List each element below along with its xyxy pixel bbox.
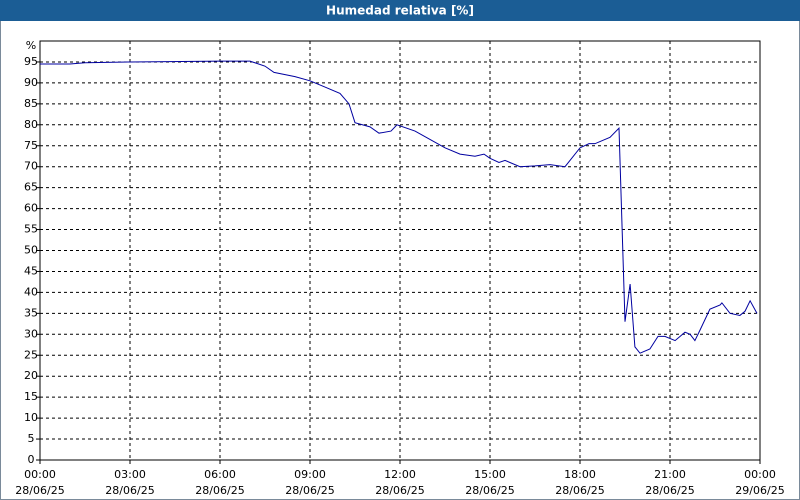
- y-tick-label: 85: [24, 97, 38, 110]
- y-tick-label: 10: [24, 411, 38, 424]
- plot-border: [39, 40, 761, 461]
- x-tick-label: 03:00: [114, 468, 146, 481]
- y-tick-label: 55: [24, 223, 38, 236]
- x-tick-date: 28/06/25: [645, 484, 694, 497]
- y-tick-label: 45: [24, 264, 38, 277]
- y-tick-label: 50: [24, 244, 38, 257]
- chart-title: Humedad relativa [%]: [326, 4, 474, 18]
- x-tick-date: 28/06/25: [285, 484, 334, 497]
- y-tick-label: 35: [24, 306, 38, 319]
- y-tick-label: 90: [24, 76, 38, 89]
- x-tick-label: 18:00: [564, 468, 596, 481]
- y-tick-label: 25: [24, 348, 38, 361]
- x-tick-label: 15:00: [474, 468, 506, 481]
- x-tick-label: 00:00: [744, 468, 776, 481]
- y-tick-label: 60: [24, 202, 38, 215]
- x-tick-label: 21:00: [654, 468, 686, 481]
- y-tick-label: 65: [24, 181, 38, 194]
- x-tick-label: 00:00: [24, 468, 56, 481]
- y-tick-label: 95: [24, 55, 38, 68]
- title-bar: [0, 0, 800, 21]
- y-tick-label: 80: [24, 118, 38, 131]
- x-tick-date: 28/06/25: [375, 484, 424, 497]
- x-tick-date: 28/06/25: [105, 484, 154, 497]
- y-tick-label: 15: [24, 390, 38, 403]
- y-unit: %: [26, 39, 36, 52]
- x-tick-label: 06:00: [204, 468, 236, 481]
- x-tick-label: 09:00: [294, 468, 326, 481]
- y-tick-label: 20: [24, 369, 38, 382]
- x-tick-date: 28/06/25: [555, 484, 604, 497]
- x-tick-date: 28/06/25: [15, 484, 64, 497]
- y-tick-label: 0: [28, 453, 35, 466]
- y-tick-label: 30: [24, 327, 38, 340]
- y-tick-label: 5: [28, 432, 35, 445]
- x-tick-date: 28/06/25: [195, 484, 244, 497]
- x-tick-date: 28/06/25: [465, 484, 514, 497]
- y-tick-label: 75: [24, 139, 38, 152]
- y-tick-label: 70: [24, 160, 38, 173]
- x-tick-label: 12:00: [384, 468, 416, 481]
- x-tick-date: 29/06/25: [735, 484, 784, 497]
- data-line: [40, 60, 758, 354]
- y-tick-label: 40: [24, 285, 38, 298]
